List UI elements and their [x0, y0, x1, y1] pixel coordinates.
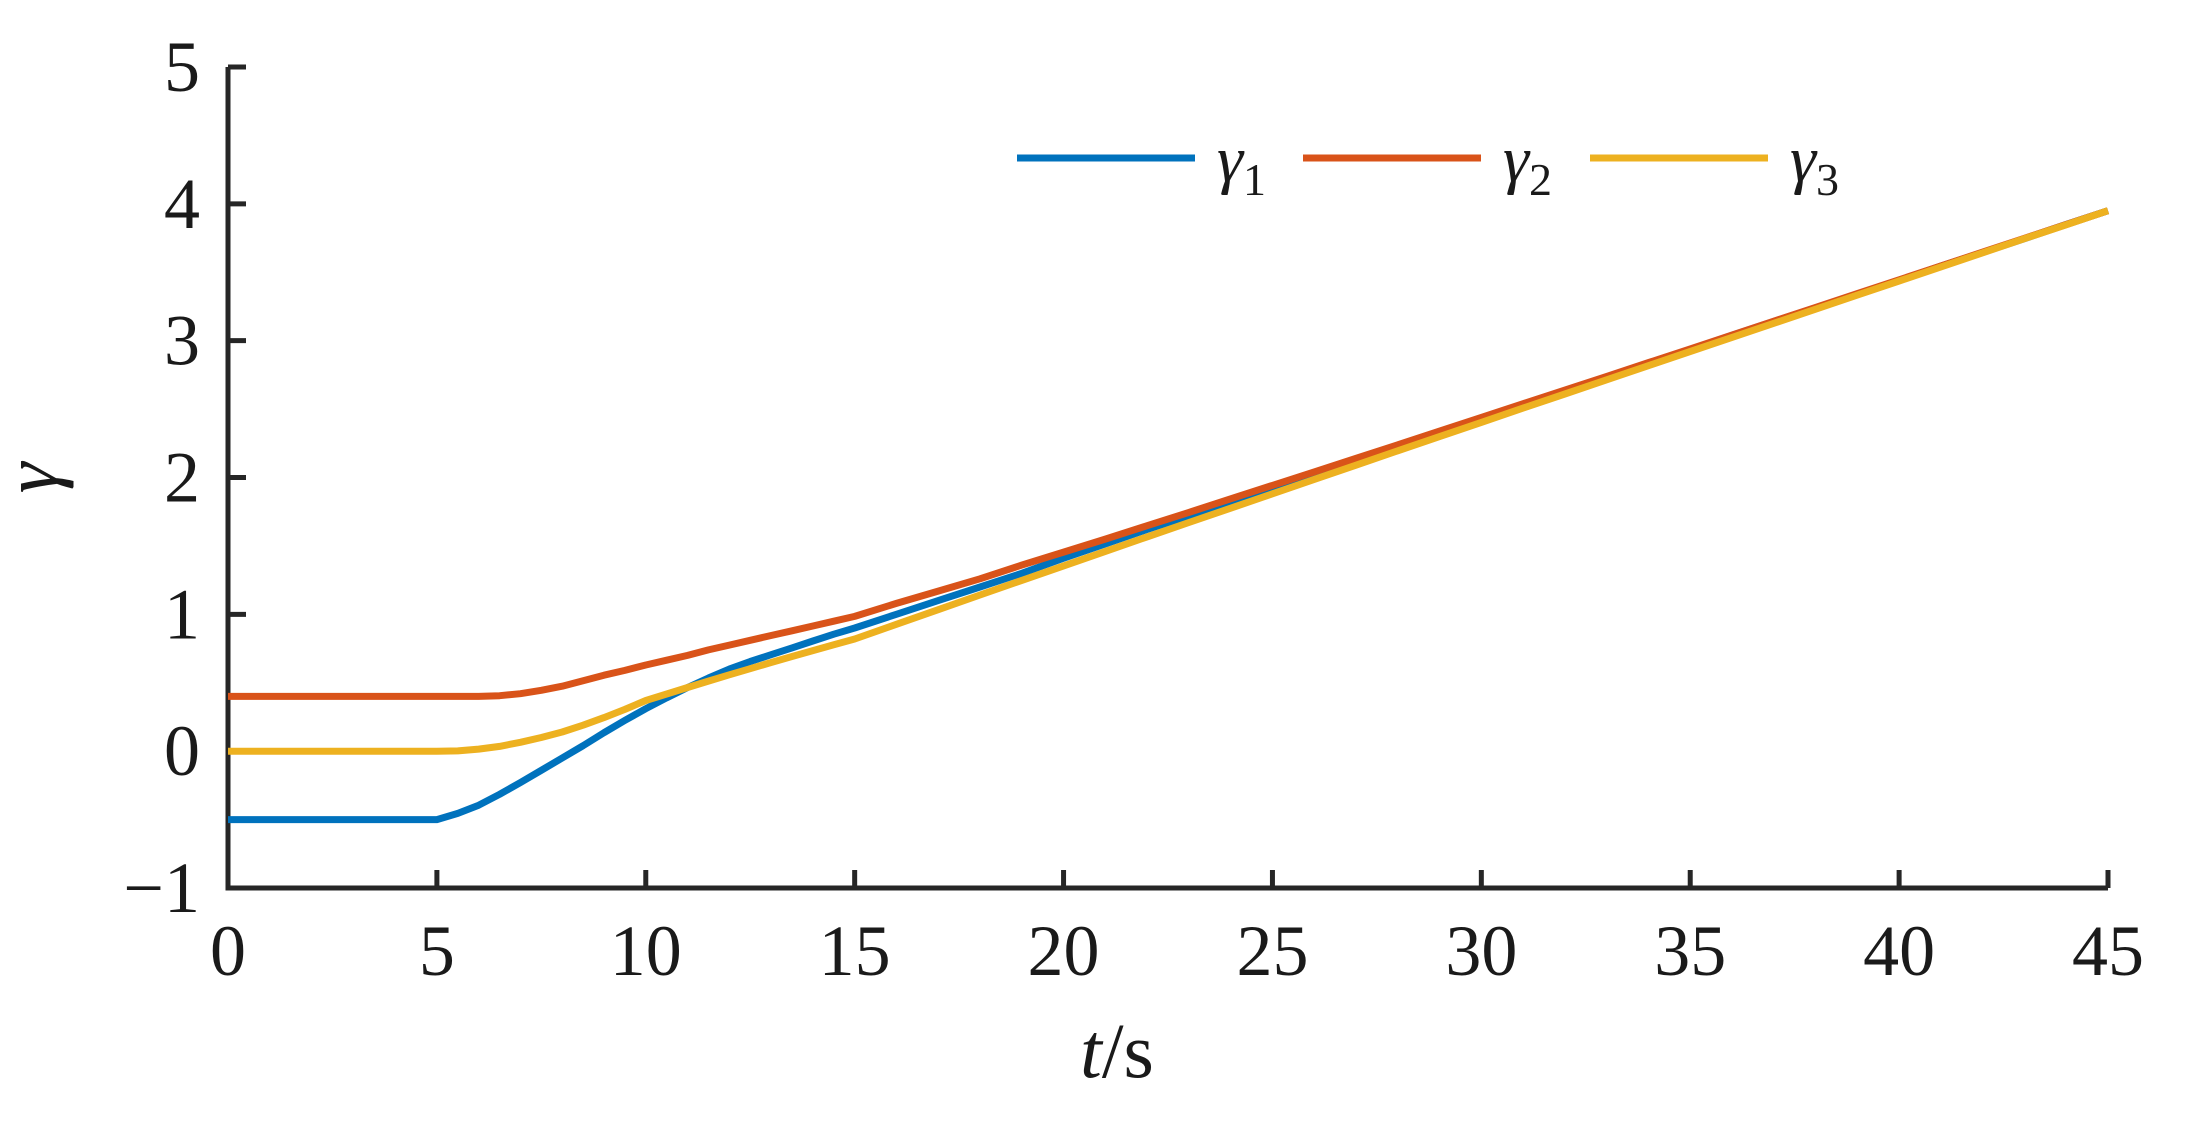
legend-label-3: γ3 [1790, 123, 1839, 205]
y-axis-label: γ [0, 460, 74, 493]
x-tick-label: 30 [1445, 911, 1517, 991]
legend-label-1: γ1 [1217, 123, 1266, 205]
legend: γ1 γ2 γ3 [1017, 123, 1839, 205]
y-tick-label: 1 [164, 574, 200, 654]
y-tick-label: 4 [164, 164, 200, 244]
curves [228, 207, 2110, 824]
y-tick-label: 3 [164, 301, 200, 381]
x-tick-label: 15 [819, 911, 891, 991]
series-γ2 [228, 207, 2110, 700]
x-tick-label: 0 [210, 911, 246, 991]
x-tick-label: 5 [419, 911, 455, 991]
x-axis-label: t/s [1080, 1007, 1154, 1094]
x-tick-label: 40 [1863, 911, 1935, 991]
y-tick-label: 0 [164, 711, 200, 791]
y-tick-label: 5 [164, 27, 200, 107]
y-tick-label: −1 [123, 848, 200, 928]
x-tick-label: 20 [1028, 911, 1100, 991]
x-tick-label: 25 [1236, 911, 1308, 991]
y-tick-label: 2 [164, 438, 200, 518]
x-tick-label: 10 [610, 911, 682, 991]
x-tick-label: 35 [1654, 911, 1726, 991]
series-γ3 [228, 207, 2110, 755]
x-tick-label: 45 [2072, 911, 2144, 991]
legend-label-2: γ2 [1503, 123, 1552, 205]
